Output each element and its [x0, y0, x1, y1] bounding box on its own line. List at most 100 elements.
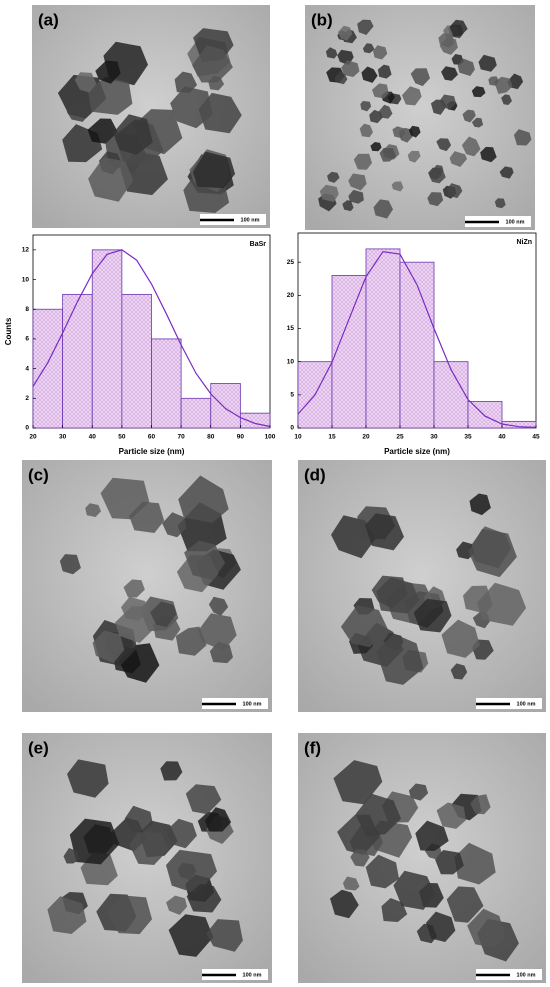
particle	[85, 503, 101, 517]
particle	[436, 802, 466, 829]
particle	[166, 895, 188, 915]
x-tick-label: 15	[328, 434, 336, 441]
x-axis-title: Particle size (nm)	[384, 447, 450, 456]
particle	[427, 192, 444, 207]
particle	[348, 189, 364, 204]
particle	[477, 582, 527, 626]
fit-curve	[297, 250, 537, 428]
particle	[362, 43, 375, 54]
particle	[342, 200, 354, 212]
particle	[408, 125, 421, 138]
particle	[447, 183, 463, 199]
particle	[381, 898, 408, 922]
particle	[439, 94, 456, 110]
y-tick-label: 15	[287, 325, 295, 332]
particle	[174, 71, 198, 93]
bar	[151, 338, 182, 429]
particle	[499, 166, 514, 179]
particle	[425, 911, 456, 942]
x-tick-label: 60	[148, 434, 156, 441]
particle	[446, 886, 484, 923]
particle	[88, 157, 134, 202]
particle	[428, 167, 442, 180]
particle	[441, 619, 480, 658]
particle	[67, 759, 109, 798]
particle	[438, 33, 454, 48]
scale-bar-label: 100 nm	[243, 701, 262, 707]
panel-label: (b)	[311, 10, 333, 29]
particle	[359, 123, 373, 138]
y-tick-label: 12	[22, 247, 30, 254]
particle	[150, 601, 177, 628]
scale-bar-label: 100 nm	[241, 217, 260, 223]
particle	[410, 68, 430, 87]
particle	[480, 146, 497, 163]
particle	[327, 171, 340, 183]
particle	[129, 832, 169, 865]
particle	[204, 807, 232, 832]
particle	[198, 613, 237, 651]
bar	[365, 248, 401, 429]
particle	[457, 58, 475, 76]
particle	[47, 896, 87, 934]
particle	[184, 540, 226, 580]
particle	[87, 118, 118, 144]
particle	[468, 528, 517, 578]
particle	[470, 794, 491, 815]
x-tick-label: 40	[498, 434, 506, 441]
x-tick-label: 30	[59, 434, 67, 441]
particle	[206, 919, 243, 952]
bar	[180, 397, 212, 429]
particle	[208, 596, 229, 616]
y-axis-title: Counts	[4, 317, 13, 345]
particle	[95, 60, 121, 84]
bar	[399, 261, 435, 429]
particle	[74, 72, 97, 93]
particle	[192, 45, 233, 83]
y-tick-label: 0	[25, 425, 29, 432]
particle	[513, 129, 532, 146]
particle	[494, 198, 506, 209]
particle	[361, 66, 378, 83]
scale-bar-label: 100 nm	[517, 701, 536, 707]
bar	[91, 249, 123, 429]
x-tick-label: 20	[362, 434, 370, 441]
particle	[478, 54, 497, 72]
particle	[436, 138, 452, 152]
scale-bar-label: 100 nm	[243, 972, 262, 978]
particle	[63, 848, 80, 864]
scale-bar-label: 100 nm	[506, 219, 525, 225]
particle	[334, 71, 348, 85]
particle	[330, 889, 359, 919]
particle	[69, 818, 120, 865]
particle	[337, 25, 353, 41]
particle	[166, 818, 197, 849]
particle	[186, 883, 222, 913]
particle	[113, 114, 153, 155]
particle	[325, 47, 338, 59]
particle	[342, 876, 360, 891]
particle	[371, 575, 408, 609]
particle	[471, 86, 486, 98]
bar	[331, 275, 367, 429]
particle	[469, 493, 491, 516]
y-tick-label: 4	[25, 365, 29, 372]
particle	[467, 908, 506, 948]
particle	[435, 850, 464, 875]
particle	[501, 94, 512, 105]
x-tick-label: 35	[464, 434, 472, 441]
bar	[121, 293, 152, 429]
bar	[433, 361, 469, 429]
x-tick-label: 70	[178, 434, 186, 441]
particle	[348, 173, 367, 191]
y-tick-label: 6	[25, 336, 29, 343]
x-tick-label: 10	[294, 434, 302, 441]
y-tick-label: 5	[290, 392, 294, 399]
particle	[170, 86, 213, 129]
particle	[160, 761, 183, 781]
particle	[353, 153, 372, 170]
particle	[378, 104, 393, 119]
particle	[92, 630, 125, 663]
particle	[488, 76, 499, 86]
